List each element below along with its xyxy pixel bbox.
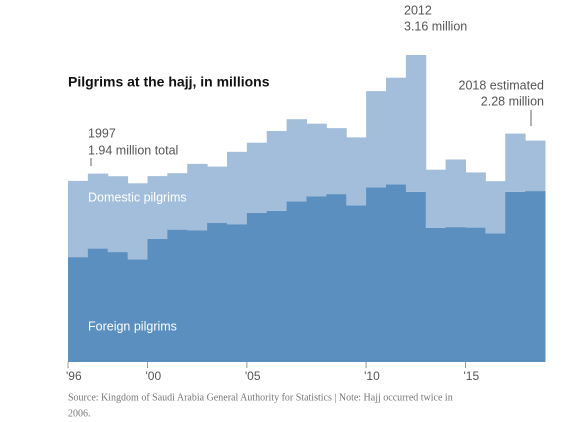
area-step xyxy=(227,224,248,362)
area-step xyxy=(386,77,407,185)
area-step xyxy=(505,133,526,192)
area-step xyxy=(147,176,168,239)
area-step xyxy=(87,173,109,249)
area-step xyxy=(207,223,228,362)
area-step xyxy=(346,205,367,362)
area-step xyxy=(246,142,268,214)
area-step xyxy=(266,131,288,211)
area-step xyxy=(465,172,486,228)
series-label: Foreign pilgrims xyxy=(88,319,177,333)
area-step xyxy=(266,210,288,362)
area-step xyxy=(167,229,188,362)
area-step xyxy=(405,55,427,192)
area-step xyxy=(366,91,387,188)
source: 2006. xyxy=(68,408,91,419)
area-step xyxy=(207,166,228,224)
area-step xyxy=(366,187,387,362)
area-step xyxy=(107,176,129,253)
area-step xyxy=(127,183,148,260)
annotation: 1.94 million total xyxy=(88,143,178,157)
area-step xyxy=(485,233,506,362)
x-tick-label: '10 xyxy=(364,369,380,383)
area-step xyxy=(227,151,248,225)
annotation: 2.28 million xyxy=(481,94,544,108)
area-step xyxy=(107,252,129,362)
area-step xyxy=(405,191,427,362)
area-step xyxy=(306,196,327,362)
x-tick-label: '96 xyxy=(66,369,82,383)
area-step xyxy=(525,140,546,192)
x-tick-label: '00 xyxy=(146,369,162,383)
area-step xyxy=(68,180,89,258)
area-step xyxy=(445,227,466,362)
area-step xyxy=(87,248,109,362)
area-step xyxy=(525,191,546,362)
annotation: 2012 xyxy=(404,3,432,17)
area-step xyxy=(465,227,486,362)
area-step xyxy=(326,194,347,362)
area-step xyxy=(306,123,327,197)
chart-title: Pilgrims at the hajj, in millions xyxy=(68,74,270,90)
area-step xyxy=(187,230,208,362)
area-step xyxy=(68,257,89,362)
area-step xyxy=(425,169,447,228)
area-step xyxy=(425,227,447,362)
series-label: Domestic pilgrims xyxy=(88,190,187,204)
area-step xyxy=(187,163,208,231)
area-step xyxy=(286,119,307,202)
area-step xyxy=(286,201,307,362)
annotation: 1997 xyxy=(88,126,116,140)
area-step xyxy=(485,181,506,234)
area-step xyxy=(505,191,526,362)
source: Source: Kingdom of Saudi Arabia General … xyxy=(68,392,453,403)
area-step xyxy=(167,173,188,230)
area-step xyxy=(346,137,367,206)
area-step xyxy=(246,213,268,362)
annotation: 3.16 million xyxy=(404,19,467,33)
area-step xyxy=(386,184,407,362)
x-tick-label: '05 xyxy=(245,369,261,383)
area-step xyxy=(445,159,466,228)
x-tick-label: '15 xyxy=(464,369,480,383)
annotation: 2018 estimated xyxy=(459,78,545,92)
area-step xyxy=(147,238,168,362)
area-step xyxy=(127,259,148,362)
area-step xyxy=(326,128,347,195)
